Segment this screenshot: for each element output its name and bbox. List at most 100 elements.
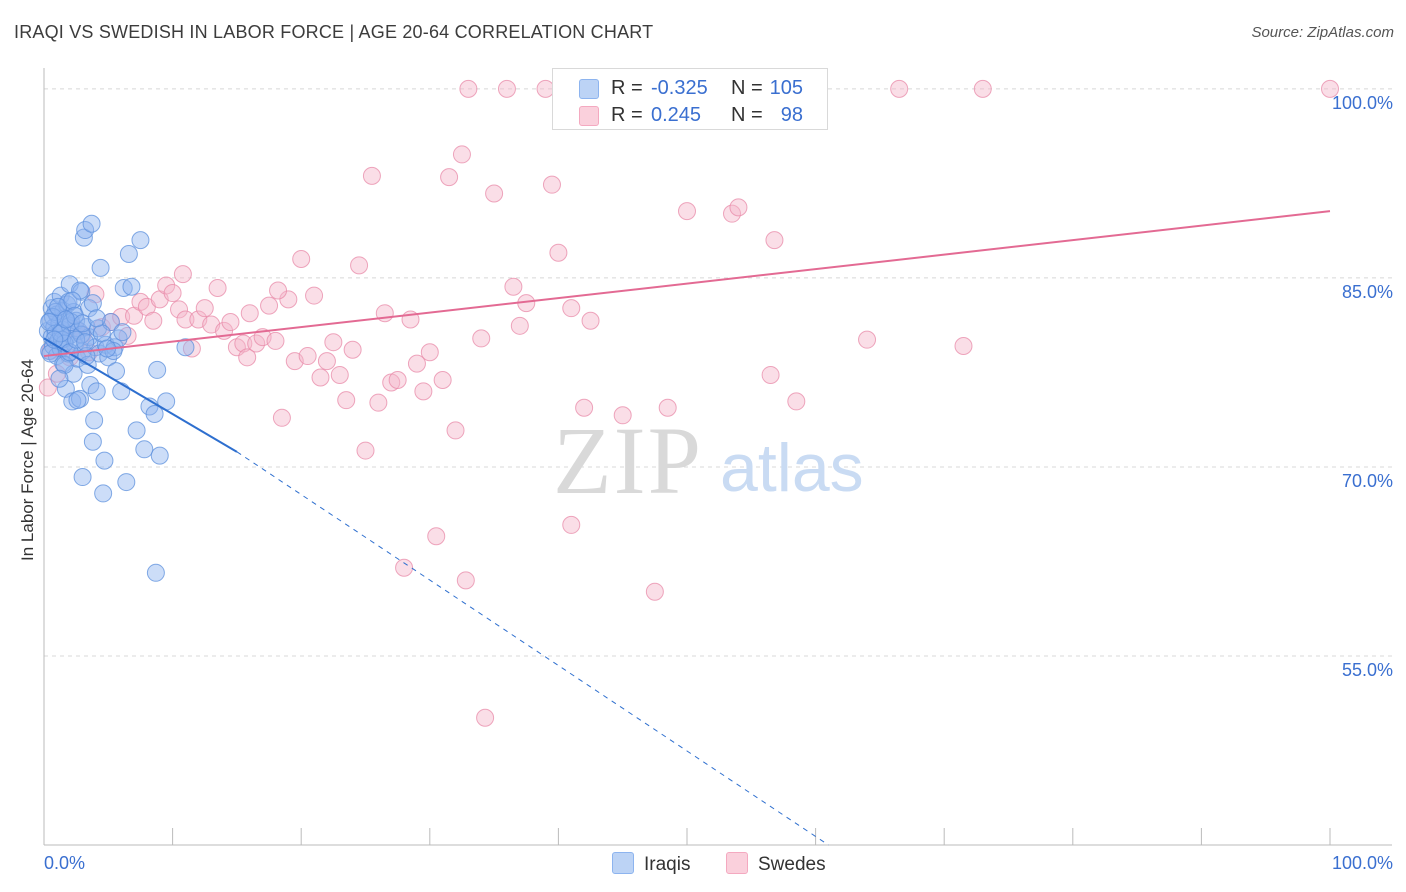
point-swedes (388, 371, 407, 389)
trend-line-iraqis-extension (236, 451, 829, 846)
point-swedes (324, 333, 343, 352)
point-iraqis (131, 231, 150, 250)
axes (43, 68, 1392, 846)
point-swedes (1321, 79, 1339, 98)
point-swedes (279, 290, 298, 309)
point-swedes (260, 296, 279, 315)
legend-label-swedes: Swedes (758, 854, 826, 875)
point-swedes (787, 392, 806, 411)
point-iraqis (87, 382, 106, 401)
legend-swatch-iraqis (579, 79, 599, 99)
point-iraqis (148, 360, 167, 379)
point-swedes (112, 307, 131, 326)
point-iraqis (145, 405, 164, 424)
point-iraqis (95, 451, 114, 470)
point-iraqis (63, 291, 82, 310)
point-swedes (144, 311, 163, 330)
point-iraqis (176, 338, 195, 357)
point-iraqis (82, 214, 101, 233)
point-swedes (575, 398, 594, 417)
point-swedes (266, 331, 285, 350)
point-iraqis (114, 279, 133, 298)
point-swedes (311, 368, 330, 387)
point-swedes (549, 243, 568, 262)
correlation-legend: R = -0.325 N = 105 R = 0.245 N = 98 (552, 68, 828, 130)
point-swedes (362, 166, 381, 185)
point-swedes (238, 348, 257, 367)
tick-labels: 55.0% 70.0% 85.0% 100.0% 0.0% 100.0% (44, 93, 1393, 873)
point-swedes (645, 582, 664, 601)
point-swedes (446, 421, 465, 440)
point-swedes (562, 299, 581, 318)
point-iraqis (65, 306, 84, 325)
point-swedes (973, 79, 992, 98)
point-swedes (497, 79, 516, 98)
y-axis-label: In Labor Force | Age 20-64 (18, 359, 37, 561)
point-swedes (456, 571, 475, 590)
point-swedes (170, 300, 189, 319)
legend-r-label: R = (611, 77, 643, 99)
point-swedes (305, 286, 324, 305)
point-swedes (330, 365, 349, 384)
point-swedes (420, 343, 439, 362)
point-swedes (581, 311, 600, 330)
point-swedes (858, 330, 877, 349)
point-swedes (414, 382, 433, 401)
point-swedes (234, 334, 253, 353)
point-iraqis (68, 391, 87, 410)
point-swedes (395, 558, 414, 577)
trend-line-swedes (43, 210, 1331, 358)
point-iraqis (83, 432, 102, 451)
point-swedes (337, 391, 356, 410)
point-iraqis (85, 411, 104, 430)
point-iraqis (91, 258, 110, 277)
point-iraqis (76, 333, 95, 352)
point-swedes (542, 175, 561, 194)
point-iraqis (122, 277, 141, 296)
point-swedes (433, 371, 452, 389)
point-swedes (195, 299, 214, 318)
point-swedes (723, 204, 742, 223)
point-iraqis (56, 310, 75, 329)
legend-item-iraqis: Iraqis (612, 852, 690, 876)
point-swedes (350, 256, 369, 275)
x-tick-label: 0.0% (44, 853, 85, 873)
point-iraqis (150, 446, 169, 465)
chart-title: IRAQI VS SWEDISH IN LABOR FORCE | AGE 20… (14, 22, 654, 42)
point-swedes (472, 329, 491, 348)
point-swedes (247, 334, 266, 353)
watermark-atlas: atlas (720, 430, 864, 506)
point-swedes (678, 202, 696, 221)
point-iraqis (112, 382, 131, 401)
legend-n-value: 105 (769, 77, 803, 99)
y-tick-label: 70.0% (1342, 471, 1393, 491)
y-tick-label: 55.0% (1342, 660, 1393, 680)
point-iraqis (117, 473, 136, 492)
point-swedes (729, 198, 748, 217)
point-swedes (562, 515, 581, 534)
legend-swatch-swedes (726, 852, 748, 874)
trend-line-iraqis (43, 337, 238, 453)
watermark: ZIP atlas (553, 407, 864, 514)
point-iraqis (146, 563, 165, 582)
point-iraqis (94, 484, 113, 503)
point-swedes (658, 398, 677, 417)
point-swedes (317, 352, 336, 371)
point-swedes (369, 393, 388, 412)
point-iraqis (87, 309, 106, 328)
point-iraqis (92, 324, 111, 343)
point-iraqis (119, 244, 138, 263)
point-swedes (208, 279, 227, 298)
legend-row-iraqis: R = -0.325 N = 105 (553, 75, 827, 101)
x-tick-label: 100.0% (1332, 853, 1393, 873)
point-swedes (613, 406, 632, 425)
point-iraqis (76, 221, 95, 240)
legend-r-label: R = (611, 104, 643, 126)
point-swedes (504, 277, 523, 296)
legend-label-iraqis: Iraqis (644, 854, 691, 875)
point-iraqis (46, 302, 65, 321)
point-swedes (452, 145, 471, 164)
trend-lines (43, 210, 1331, 846)
point-iraqis (51, 324, 70, 343)
